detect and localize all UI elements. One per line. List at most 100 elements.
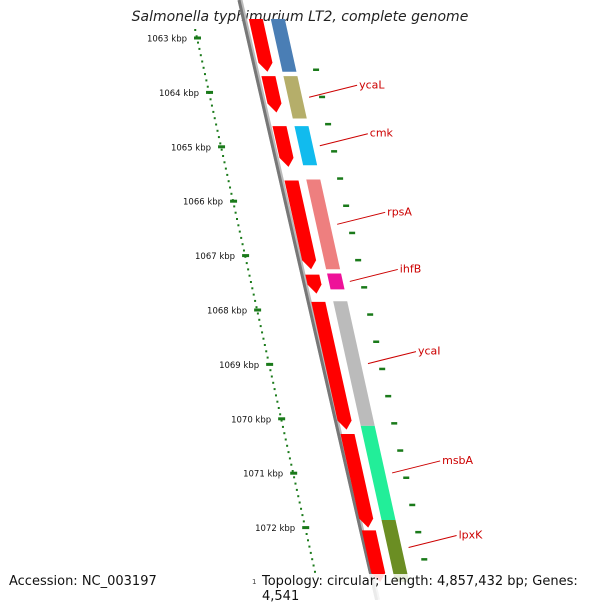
ruler-dot	[276, 400, 279, 403]
scale-tick	[397, 449, 404, 452]
scale-tick	[337, 177, 344, 180]
ruler-dot	[312, 564, 315, 567]
gene-feature	[306, 179, 341, 270]
ruler-dot	[213, 117, 216, 120]
gene-label: lpxK	[459, 528, 484, 541]
label-leader	[408, 535, 457, 548]
scale-tick	[421, 558, 428, 561]
ruler-dot	[241, 243, 244, 246]
ruler-dot	[311, 558, 314, 561]
gene-track	[270, 18, 410, 582]
cds-feature	[284, 180, 317, 270]
ruler-dot	[205, 79, 208, 82]
ruler-tick-label: 1071 kbp	[243, 470, 283, 480]
ruler-dot	[216, 129, 219, 132]
ruler-dot	[199, 54, 202, 57]
ruler-dot	[247, 268, 250, 271]
ruler-dot	[226, 173, 229, 176]
scale-tick	[379, 367, 386, 371]
ruler-dot	[258, 318, 261, 321]
ruler-dot	[261, 331, 264, 334]
scale-tick	[367, 313, 374, 316]
ruler-dot	[217, 136, 220, 139]
ruler-dot	[298, 501, 301, 504]
ruler-dot	[209, 98, 212, 101]
ruler-dot	[305, 533, 308, 535]
cds-feature	[340, 434, 374, 528]
label-leader	[349, 268, 398, 282]
ruler-dot	[227, 180, 230, 183]
ruler-dot	[270, 375, 273, 378]
ruler-dot	[234, 211, 237, 214]
ruler-dot	[206, 85, 209, 88]
ruler-tick-label: 1069 kbp	[219, 361, 259, 371]
ruler-dot	[294, 482, 297, 485]
ruler-dot	[248, 274, 251, 277]
ruler-dot	[290, 463, 293, 466]
ruler-dot	[229, 186, 232, 189]
ruler-dot	[242, 249, 245, 252]
ruler-tick-label: 1067 kbp	[195, 252, 235, 262]
scale-tick	[415, 530, 422, 534]
ruler-dot	[245, 262, 248, 265]
gene-feature	[381, 519, 410, 582]
ruler-tick	[254, 308, 262, 312]
ruler-tick	[290, 471, 298, 475]
scale-tick	[349, 231, 356, 235]
ruler-tick	[242, 254, 250, 258]
ruler-dot	[279, 413, 282, 416]
ruler-dot	[269, 369, 272, 372]
ruler-dot	[194, 29, 197, 31]
label-leader	[391, 460, 441, 474]
ruler-tick	[206, 90, 214, 94]
edge-mark: 1	[252, 578, 257, 586]
gene-label: ihfB	[400, 262, 421, 275]
ruler-dot	[309, 551, 312, 554]
cds-feature	[305, 274, 322, 294]
ruler-tick-label: 1063 kbp	[147, 35, 187, 45]
ruler-dot	[291, 470, 294, 472]
ruler-dot	[254, 299, 257, 302]
ruler-tick	[194, 36, 201, 40]
ruler-tick	[218, 145, 226, 149]
gene-feature	[270, 18, 297, 72]
ruler-dot	[266, 356, 269, 359]
ruler-dot	[256, 312, 259, 315]
ruler-dot	[236, 218, 239, 220]
gene-feature	[283, 76, 307, 119]
ruler-dot	[272, 381, 275, 384]
ruler-dot	[284, 438, 287, 441]
gene-feature	[333, 301, 375, 426]
ruler-dot	[202, 66, 205, 69]
gene-feature	[327, 273, 345, 290]
ruler-dot	[220, 148, 223, 151]
ruler-dot	[288, 457, 291, 460]
ruler-dot	[237, 224, 240, 227]
cds-feature	[311, 301, 352, 430]
ruler-dot	[233, 205, 236, 208]
ruler-tick	[302, 526, 310, 530]
ruler-dot	[197, 41, 200, 44]
ruler-dot	[273, 388, 276, 391]
ruler-dot	[262, 337, 265, 340]
ruler-dot	[263, 344, 266, 346]
scale-tick	[403, 476, 410, 479]
label-leader	[308, 84, 358, 98]
ruler-dot	[201, 60, 204, 63]
ruler-tick-label: 1068 kbp	[207, 307, 247, 317]
scale-tick	[391, 422, 398, 425]
ruler-dot	[203, 73, 206, 76]
scale-tick	[385, 394, 392, 398]
ruler-tick	[266, 362, 274, 366]
ruler-dot	[307, 539, 310, 542]
ruler-dot	[210, 104, 213, 107]
ruler-tick-label: 1065 kbp	[171, 143, 211, 153]
scale-tick	[355, 258, 362, 262]
ruler-dot	[308, 545, 311, 548]
ruler-dot	[286, 444, 289, 447]
ruler-tick-label: 1066 kbp	[183, 198, 223, 208]
ruler-dot	[265, 350, 268, 353]
ruler-dot	[219, 142, 222, 145]
backbone-line	[237, 0, 379, 600]
ruler-dot	[259, 325, 262, 328]
